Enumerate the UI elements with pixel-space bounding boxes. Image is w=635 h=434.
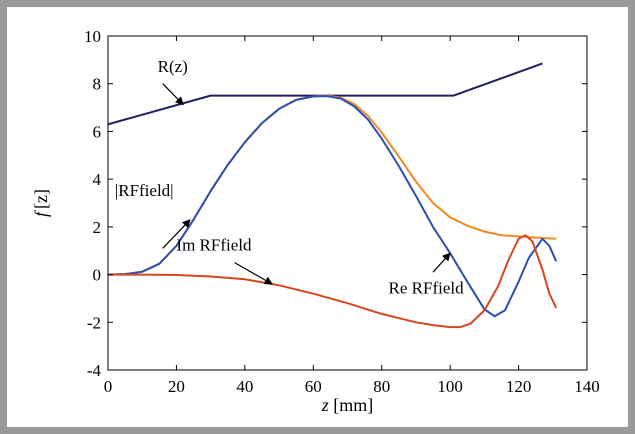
y-tick-label-3: 2	[93, 218, 102, 237]
x-tick-label-3: 60	[305, 377, 322, 396]
annotation-label-1: |RFfield|	[115, 181, 174, 200]
tick-labels: 0 20 40 60 80 100 120 140 -4 -2 0 2 4 6 8 10	[84, 27, 600, 396]
annotation-arrow-1	[162, 219, 191, 249]
y-axis-label-argument: [z]	[31, 189, 51, 209]
chart: 0 20 40 60 80 100 120 140 -4 -2 0 2 4 6 8 10 R(z) |RFfie…	[31, 27, 600, 415]
annotation-label-3: Re RFfield	[389, 279, 465, 298]
y-tick-label-7: 10	[84, 27, 101, 46]
y-tick-label-5: 6	[93, 122, 102, 141]
series-layer	[107, 62, 558, 329]
y-tick-label-0: -4	[87, 361, 102, 380]
plot-background	[108, 36, 587, 370]
x-tick-label-1: 20	[168, 377, 185, 396]
series-line-2	[107, 95, 558, 318]
y-tick-label-1: -2	[87, 313, 101, 332]
series-line-3	[108, 234, 558, 329]
x-axis-label-variable: z	[321, 395, 329, 415]
x-tick-label-7: 140	[574, 377, 600, 396]
x-tick-label-2: 40	[236, 377, 253, 396]
annotation-label-2: Im RFfield	[176, 236, 252, 255]
axes	[107, 35, 588, 371]
y-tick-label-4: 4	[93, 170, 102, 189]
x-tick-label-0: 0	[104, 377, 113, 396]
annotations: R(z) |RFfield| Im RFfield Re RFfield	[115, 57, 464, 298]
y-axis-label-function: f	[31, 209, 51, 217]
annotation-arrow-2	[234, 262, 273, 285]
annotation-arrow-3	[432, 252, 451, 273]
plot-area	[108, 36, 587, 370]
plot-border	[107, 35, 588, 371]
y-tick-label-2: 0	[93, 266, 102, 285]
x-tick-label-4: 80	[373, 377, 390, 396]
annotation-label-0: R(z)	[158, 57, 188, 76]
y-axis-label: f[z]	[31, 189, 51, 217]
annotation-arrow-0	[162, 83, 184, 106]
y-tick-label-6: 8	[93, 75, 102, 94]
x-tick-label-6: 120	[506, 377, 532, 396]
x-tick-label-5: 100	[437, 377, 463, 396]
x-axis-label-unit: [mm]	[329, 395, 374, 415]
x-axis-label: z [mm]	[321, 395, 374, 415]
